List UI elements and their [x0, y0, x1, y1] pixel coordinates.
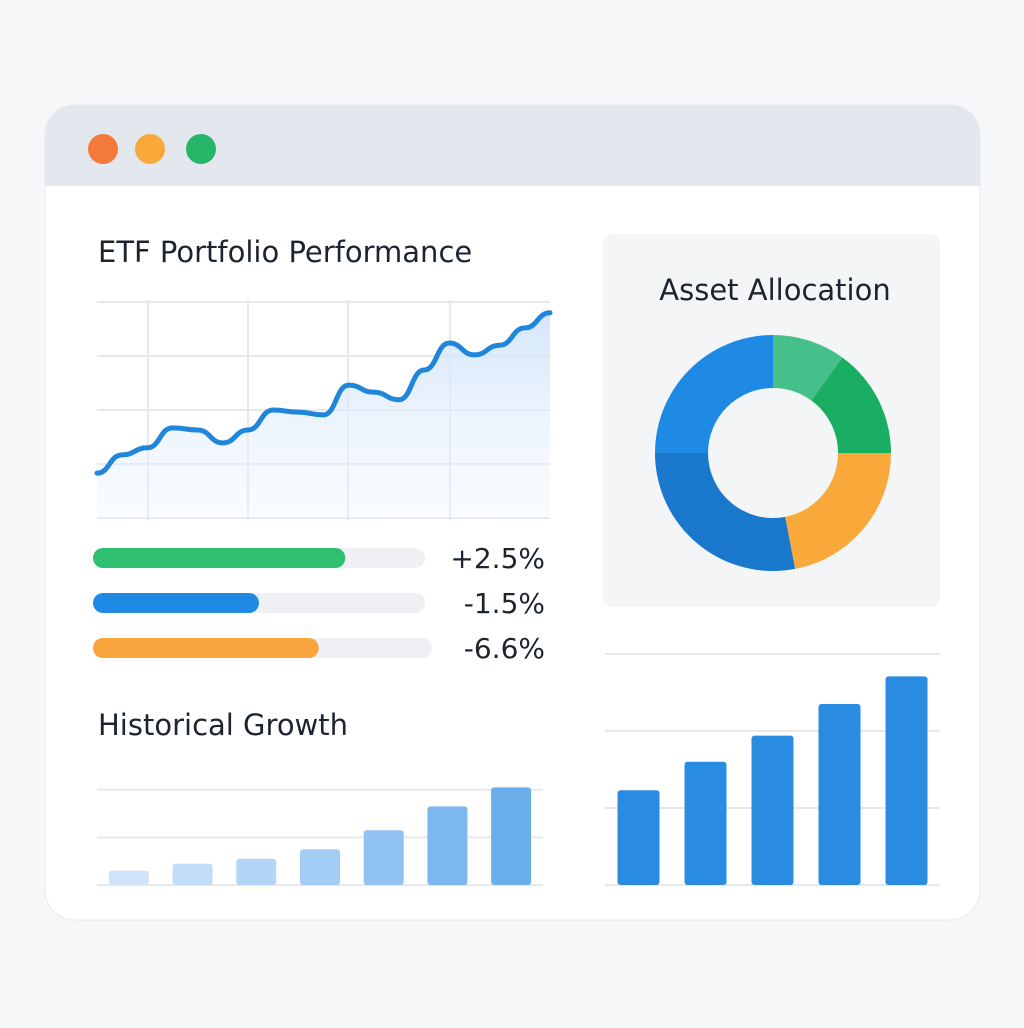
bar — [172, 863, 213, 885]
progress-fill — [93, 593, 259, 613]
title-bar — [45, 105, 980, 186]
bar — [684, 761, 727, 885]
pie-slice — [655, 335, 773, 453]
bar — [363, 830, 404, 885]
bar — [300, 849, 340, 885]
bar — [751, 735, 794, 885]
bar — [617, 790, 660, 885]
line — [94, 310, 553, 476]
bar — [491, 787, 532, 885]
chart-title: Historical Growth — [98, 708, 348, 742]
pie-slice — [773, 335, 843, 401]
progress-fill — [93, 638, 319, 658]
change-label: +2.5% — [450, 542, 545, 575]
chart-title: ETF Portfolio Performance — [98, 235, 472, 269]
chart-title: Asset Allocation — [659, 273, 890, 307]
close-button[interactable] — [88, 134, 118, 164]
pie-slice — [785, 453, 891, 569]
pie-slice — [811, 357, 891, 453]
bar — [427, 806, 468, 885]
minimize-button[interactable] — [135, 134, 165, 164]
progress-fill — [93, 548, 346, 568]
change-label: -6.6% — [464, 632, 545, 665]
bar — [108, 870, 149, 885]
change-label: -1.5% — [464, 587, 545, 620]
pie-slice — [655, 453, 796, 571]
bar — [885, 676, 928, 885]
bar — [236, 858, 277, 885]
bar — [818, 704, 861, 885]
maximize-button[interactable] — [186, 134, 216, 164]
